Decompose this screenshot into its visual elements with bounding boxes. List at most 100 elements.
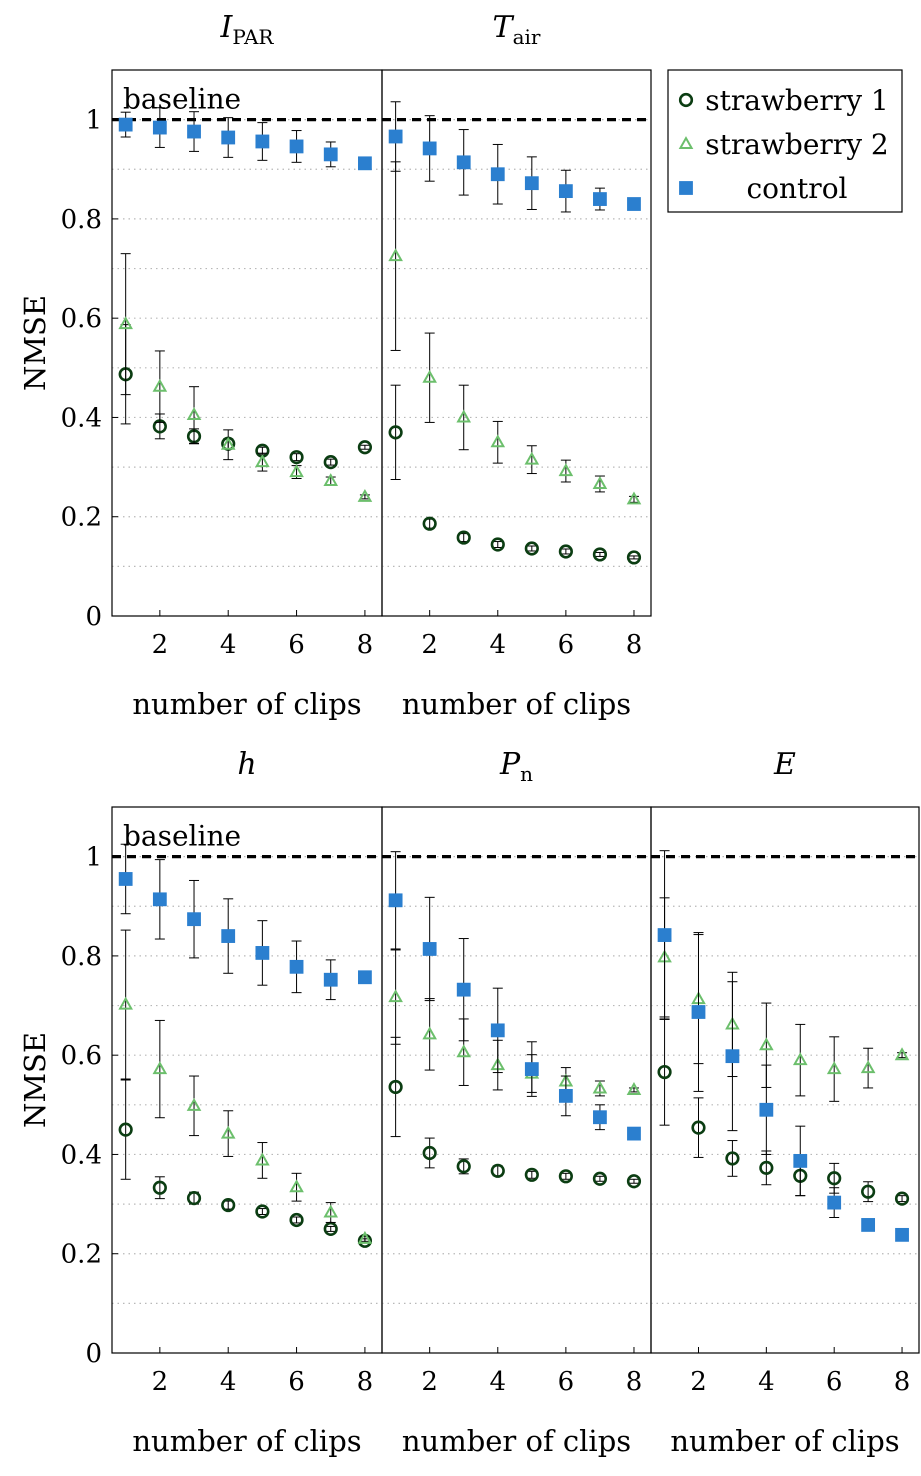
data-point-strawberry2: [626, 1082, 642, 1095]
x-tick-label: 6: [826, 1367, 843, 1397]
data-point-control: [187, 912, 201, 927]
data-point-control: [289, 959, 304, 974]
series-strawberry2: [118, 929, 373, 1244]
x-axis-label: number of clips: [402, 1424, 631, 1458]
data-point-control: [593, 1110, 607, 1125]
data-point-strawberry1: [186, 1191, 202, 1206]
data-point-strawberry2: [255, 1152, 270, 1166]
legend-marker-strawberry2: [678, 136, 694, 150]
data-point-strawberry1: [894, 1191, 910, 1206]
data-point-strawberry2: [323, 1204, 339, 1218]
data-point-control: [187, 124, 201, 139]
panel-frame: [381, 806, 652, 1354]
data-point-strawberry2: [118, 996, 133, 1010]
y-tick-label: 0.4: [61, 1140, 102, 1170]
data-point-strawberry1: [422, 516, 437, 531]
y-tick-label: 0.8: [61, 942, 102, 972]
legend-label-control: control: [746, 172, 847, 205]
y-axis-label: NMSE: [18, 1032, 52, 1128]
data-point-strawberry1: [827, 1171, 842, 1186]
x-tick-label: 6: [288, 630, 305, 660]
data-point-strawberry1: [456, 1159, 471, 1174]
data-point-control: [422, 141, 437, 156]
y-tick-label: 0.2: [61, 1240, 102, 1270]
y-tick-label: 0.6: [61, 1041, 102, 1071]
data-point-control: [558, 1088, 573, 1103]
data-point-strawberry1: [255, 1204, 270, 1219]
data-point-strawberry1: [323, 455, 338, 470]
data-point-strawberry2: [357, 1230, 373, 1244]
panel-frame: [381, 69, 652, 617]
data-point-strawberry2: [255, 454, 270, 468]
series-strawberry2: [118, 253, 373, 502]
data-point-control: [627, 1126, 641, 1141]
data-point-strawberry2: [456, 1044, 472, 1058]
data-point-strawberry1: [725, 1151, 740, 1166]
data-point-strawberry1: [490, 1163, 505, 1178]
series-control: [118, 107, 372, 171]
data-point-strawberry2: [186, 1097, 202, 1111]
data-point-control: [323, 147, 338, 162]
data-point-strawberry2: [792, 1052, 808, 1066]
data-point-strawberry1: [289, 1212, 304, 1228]
data-point-strawberry1: [657, 1064, 672, 1080]
y-tick-label: 0.6: [61, 304, 102, 334]
panel-title: IPAR: [220, 10, 275, 49]
data-point-control: [490, 167, 505, 182]
data-point-control: [895, 1227, 909, 1242]
x-tick-label: 4: [220, 630, 237, 660]
data-point-strawberry1: [592, 1171, 608, 1186]
legend-marker-strawberry1: [678, 92, 694, 108]
panel-frame: [111, 806, 383, 1354]
data-point-control: [152, 892, 167, 907]
data-point-strawberry2: [558, 463, 574, 477]
data-point-control: [657, 928, 672, 942]
data-point-strawberry1: [524, 1167, 539, 1182]
legend: strawberry 1 strawberry 2 control: [667, 69, 903, 213]
data-point-control: [593, 192, 607, 206]
data-point-control: [255, 946, 270, 960]
series-strawberry1: [657, 1018, 910, 1206]
data-point-strawberry2: [422, 1026, 437, 1040]
data-point-strawberry1: [357, 440, 373, 455]
data-point-strawberry2: [592, 1080, 608, 1094]
baseline-label: baseline: [123, 83, 241, 116]
legend-label-strawberry1: strawberry 1: [705, 84, 888, 117]
series-strawberry1: [118, 324, 373, 470]
data-point-strawberry2: [626, 491, 642, 505]
panel-title: Tair: [493, 10, 541, 49]
y-tick-label: 0.8: [61, 205, 102, 235]
panel-title-sub: air: [513, 25, 541, 49]
data-point-control: [152, 120, 167, 135]
data-point-strawberry2: [323, 473, 339, 487]
data-point-control: [289, 139, 304, 154]
y-axis-label: NMSE: [18, 295, 52, 391]
panel-1: 2 4 6 8 0 0.2 0.4 0.6 0.8 1 baseline IPAR number of …: [18, 10, 383, 721]
data-point-strawberry2: [289, 1179, 304, 1193]
x-tick-label: 6: [558, 1367, 575, 1397]
data-point-strawberry2: [860, 1060, 876, 1074]
baseline-label: baseline: [123, 820, 241, 853]
panel-title-main: I: [220, 10, 234, 45]
series-control: [118, 843, 372, 1001]
data-point-strawberry1: [388, 1079, 403, 1095]
data-point-strawberry2: [220, 436, 236, 450]
x-tick-label: 4: [220, 1367, 237, 1397]
panel-2: 2 4 6 8 Tair number of clips: [381, 10, 652, 721]
x-axis-label: number of clips: [132, 1424, 361, 1458]
data-point-strawberry2: [759, 1037, 774, 1051]
data-point-control: [490, 1023, 505, 1038]
data-point-strawberry1: [323, 1221, 338, 1237]
panel-title-sub: n: [520, 762, 533, 786]
x-tick-label: 2: [421, 1367, 438, 1397]
legend-frame: [667, 69, 903, 213]
panels: 2 4 6 8 0 0.2 0.4 0.6 0.8 1 baseline IPAR number of …: [18, 10, 920, 1458]
data-point-strawberry1: [221, 1197, 236, 1213]
data-point-strawberry1: [456, 530, 471, 545]
data-point-strawberry1: [118, 1122, 133, 1137]
series-strawberry1: [388, 1036, 642, 1189]
x-tick-label: 4: [489, 1367, 506, 1397]
data-point-control: [627, 197, 641, 211]
y-tick-label: 1: [85, 106, 102, 136]
